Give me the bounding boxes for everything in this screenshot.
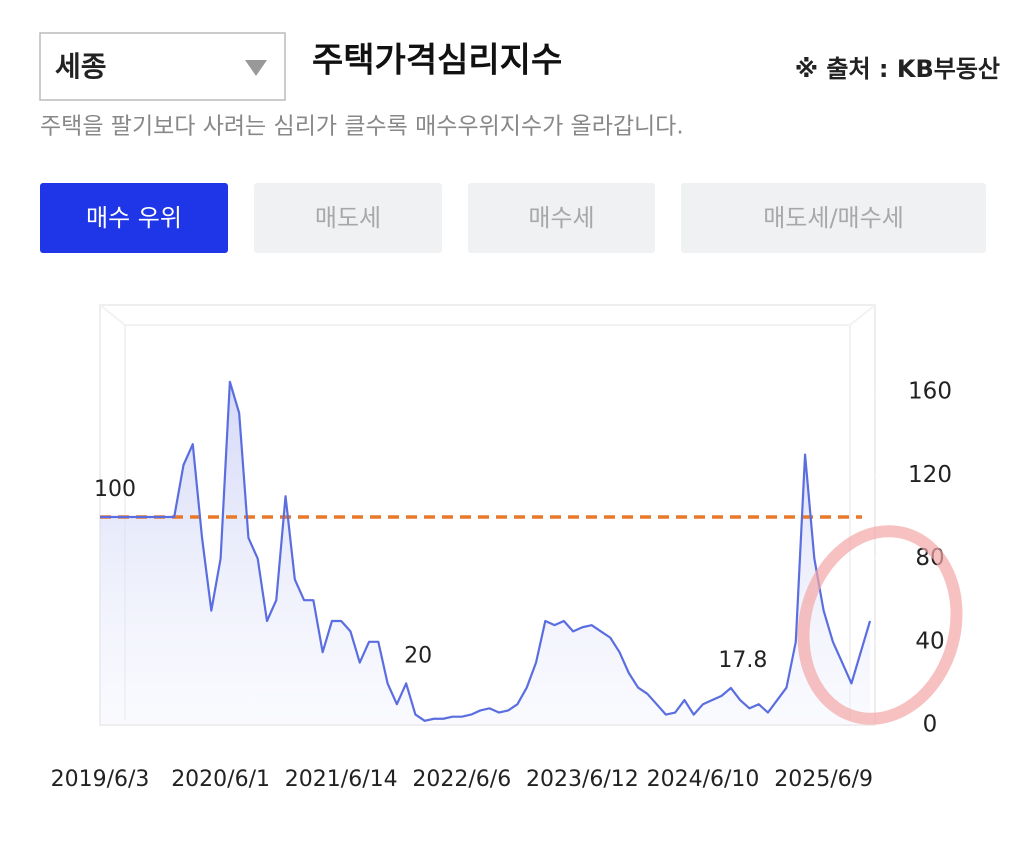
region-select[interactable] (39, 32, 286, 101)
value-label: 100 (94, 477, 136, 502)
x-tick-label: 2023/6/12 (526, 767, 639, 792)
x-tick-label: 2024/6/10 (647, 767, 760, 792)
tab[interactable] (681, 183, 986, 253)
x-tick-label: 2021/6/14 (285, 767, 398, 792)
tab-label[interactable]: 매도세/매수세 (763, 204, 904, 232)
x-tick-label: 2022/6/6 (412, 767, 511, 792)
x-tick-label: 2020/6/1 (171, 767, 270, 792)
tab[interactable] (254, 183, 442, 253)
y-tick-label: 40 (915, 628, 944, 654)
region-label: 세종 (55, 50, 107, 83)
tab[interactable] (40, 183, 228, 253)
y-tick-label: 160 (908, 379, 952, 405)
title: 주택가격심리지수 (312, 41, 562, 81)
tab[interactable] (468, 183, 655, 253)
value-label: 17.8 (718, 648, 767, 673)
x-tick-label: 2025/6/9 (774, 767, 873, 792)
y-tick-label: 120 (908, 462, 952, 488)
dropdown-arrow (245, 60, 267, 76)
value-label: 20 (404, 643, 432, 668)
subtitle: 주택을 팔기보다 사려는 심리가 클수록 매수우위지수가 올라갑니다. (40, 114, 684, 140)
line (100, 380, 872, 722)
tab-label[interactable]: 매수세 (528, 204, 594, 232)
tab-label[interactable]: 매도세 (315, 204, 381, 232)
y-tick-label: 0 (923, 712, 938, 738)
highlight-circle (797, 525, 963, 725)
tab-label[interactable]: 매수 우위 (86, 204, 182, 232)
area (100, 381, 870, 725)
source: ※ 출처 : KB부동산 (795, 55, 1000, 83)
x-tick-label: 2019/6/3 (51, 767, 150, 792)
